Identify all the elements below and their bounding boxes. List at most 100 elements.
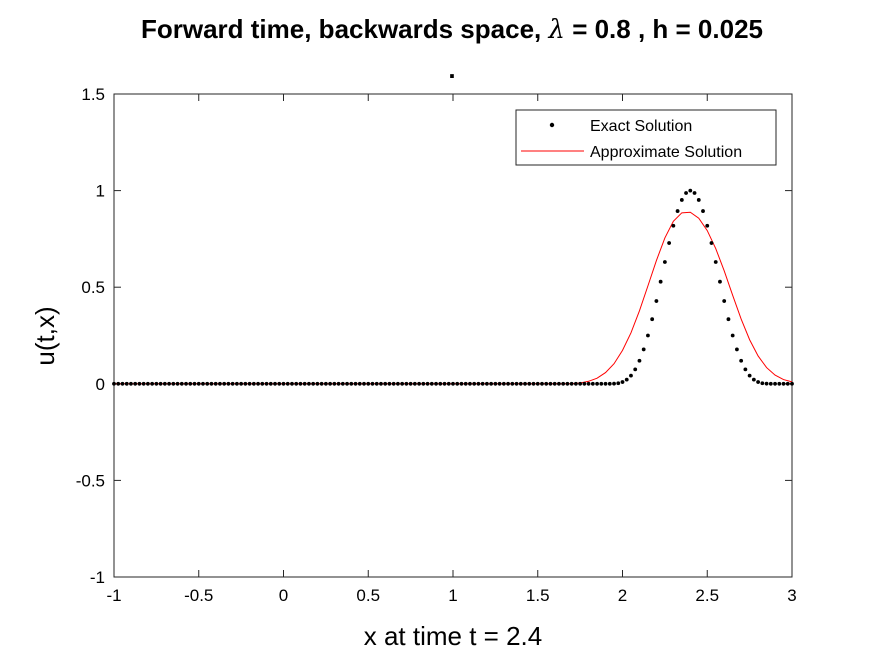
exact-solution-point bbox=[747, 373, 752, 378]
exact-solution-point bbox=[251, 381, 256, 386]
exact-solution-point bbox=[561, 381, 566, 386]
exact-solution-point bbox=[451, 381, 455, 386]
exact-solution-point bbox=[658, 279, 663, 284]
series-exact-solution bbox=[112, 188, 794, 386]
exact-solution-point bbox=[429, 381, 434, 386]
exact-solution-point bbox=[290, 381, 294, 386]
x-axis-label: x at time t = 2.4 bbox=[364, 621, 542, 651]
exact-solution-point bbox=[362, 381, 366, 386]
exact-solution-point bbox=[264, 381, 269, 386]
y-tick-label: -0.5 bbox=[76, 471, 105, 490]
exact-solution-point bbox=[446, 381, 451, 386]
x-tick-label: 3 bbox=[787, 586, 796, 605]
x-tick-label: -1 bbox=[106, 586, 121, 605]
exact-solution-point bbox=[175, 381, 180, 386]
exact-solution-point bbox=[273, 381, 277, 386]
chart-title-suffix: = 0.8 , h = 0.025 bbox=[565, 14, 763, 44]
exact-solution-point bbox=[150, 381, 155, 386]
exact-solution-point bbox=[506, 381, 510, 386]
exact-solution-point bbox=[760, 381, 765, 386]
exact-solution-point bbox=[485, 381, 489, 386]
exact-solution-point bbox=[455, 381, 460, 386]
exact-solution-point bbox=[463, 381, 468, 386]
exact-solution-point bbox=[268, 381, 273, 386]
exact-solution-point bbox=[120, 381, 125, 386]
exact-solution-point bbox=[247, 381, 252, 386]
exact-solution-point bbox=[616, 381, 621, 386]
exact-solution-point bbox=[196, 381, 201, 386]
exact-solution-point bbox=[353, 381, 358, 386]
exact-solution-point bbox=[188, 381, 193, 386]
exact-solution-point bbox=[302, 381, 307, 386]
exact-solution-point bbox=[701, 209, 705, 213]
exact-solution-point bbox=[234, 381, 239, 386]
exact-solution-point bbox=[675, 209, 680, 213]
exact-solution-point bbox=[154, 381, 159, 386]
legend-label-exact: Exact Solution bbox=[590, 118, 692, 135]
exact-solution-point bbox=[205, 381, 210, 386]
exact-solution-point bbox=[620, 380, 625, 384]
exact-solution-point bbox=[374, 381, 379, 386]
exact-solution-point bbox=[260, 381, 265, 386]
exact-solution-point bbox=[751, 377, 756, 382]
x-tick-label: -0.5 bbox=[184, 586, 213, 605]
exact-solution-point bbox=[557, 381, 561, 386]
exact-solution-point bbox=[531, 381, 536, 386]
exact-solution-point bbox=[201, 381, 205, 386]
exact-solution-point bbox=[213, 381, 218, 386]
exact-solution-point bbox=[158, 381, 163, 386]
exact-solution-point bbox=[565, 381, 570, 386]
exact-solution-point bbox=[218, 381, 222, 386]
exact-solution-point bbox=[239, 381, 244, 386]
exact-solution-point bbox=[684, 191, 688, 195]
exact-solution-point bbox=[501, 381, 506, 386]
exact-solution-point bbox=[137, 381, 142, 386]
exact-solution-point bbox=[349, 381, 354, 386]
exact-solution-point bbox=[790, 381, 794, 386]
y-tick-label: 1.5 bbox=[81, 85, 105, 104]
exact-solution-point bbox=[171, 381, 176, 386]
exact-solution-point bbox=[489, 381, 494, 386]
exact-solution-point bbox=[167, 381, 171, 386]
exact-solution-point bbox=[781, 381, 786, 386]
exact-solution-point bbox=[472, 381, 477, 386]
exact-solution-point bbox=[599, 381, 604, 386]
y-tick-label: 1 bbox=[96, 182, 105, 201]
exact-solution-point bbox=[379, 381, 383, 386]
exact-solution-point bbox=[256, 381, 260, 386]
exact-solution-point bbox=[586, 381, 591, 386]
y-axis-ticks: -1 -0.5 0 0.5 1 1.5 bbox=[76, 85, 792, 587]
exact-solution-point bbox=[552, 381, 557, 386]
series-approximate-solution bbox=[114, 211, 793, 385]
exact-solution-point bbox=[328, 381, 333, 386]
exact-solution-point bbox=[624, 377, 629, 382]
exact-solution-point bbox=[646, 333, 650, 338]
exact-solution-point bbox=[285, 381, 290, 386]
exact-solution-point bbox=[387, 381, 392, 386]
exact-solution-point bbox=[735, 347, 739, 352]
exact-solution-point bbox=[518, 381, 523, 386]
exact-solution-point bbox=[722, 299, 727, 303]
exact-solution-point bbox=[654, 299, 659, 303]
exact-solution-point bbox=[785, 381, 790, 386]
exact-solution-point bbox=[476, 381, 481, 386]
exact-solution-point bbox=[773, 381, 777, 386]
x-axis-ticks: -1 -0.5 0 0.5 1 1.5 2 2.5 3 bbox=[106, 94, 797, 605]
exact-solution-point bbox=[226, 381, 231, 386]
exact-solution-point bbox=[192, 381, 197, 386]
exact-solution-point bbox=[671, 223, 676, 228]
exact-solution-point bbox=[603, 381, 608, 386]
exact-solution-point bbox=[209, 381, 214, 386]
exact-solution-point bbox=[345, 381, 349, 386]
exact-solution-point bbox=[705, 223, 710, 228]
legend: Exact Solution Approximate Solution bbox=[515, 109, 777, 166]
exact-solution-point bbox=[412, 381, 417, 386]
exact-solution-point bbox=[408, 381, 413, 386]
y-axis-label: u(t,x) bbox=[30, 306, 60, 365]
exact-solution-point bbox=[582, 381, 587, 386]
exact-solution-point bbox=[404, 381, 409, 386]
exact-solution-point bbox=[243, 381, 248, 386]
exact-solution-point bbox=[396, 381, 400, 386]
exact-solution-point bbox=[184, 381, 188, 386]
